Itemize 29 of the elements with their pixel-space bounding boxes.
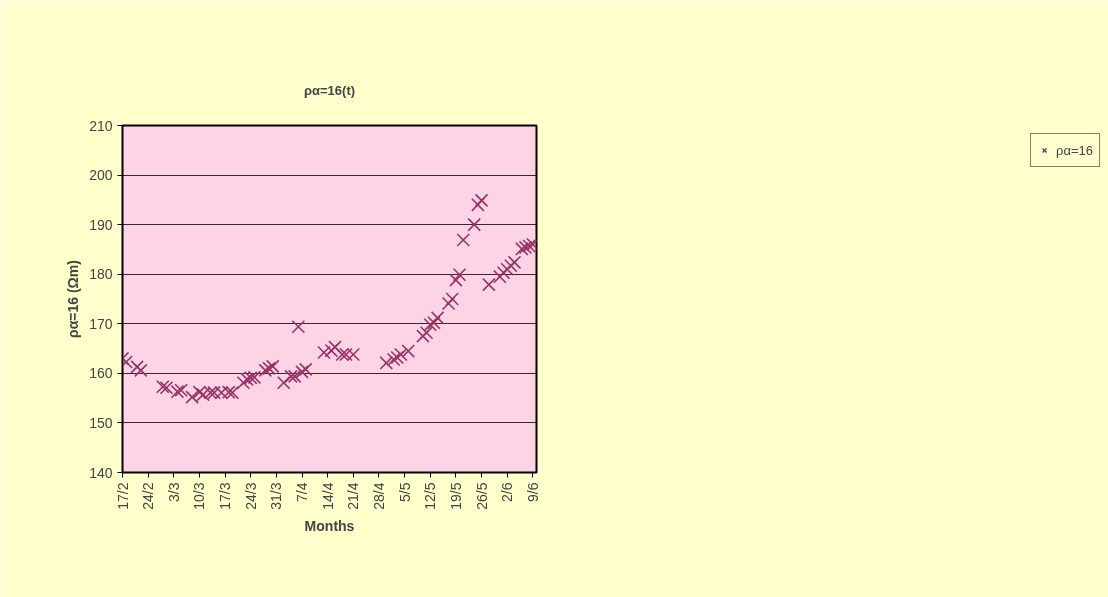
x-tick-label: 5/5 xyxy=(396,482,413,502)
x-tick-label: 24/3 xyxy=(242,482,259,510)
y-tick-label: 140 xyxy=(89,464,113,481)
y-tick-label: 190 xyxy=(89,216,113,233)
x-tick-label: 7/4 xyxy=(294,482,311,502)
x-tick-label: 26/5 xyxy=(473,482,490,510)
x-tick-label: 28/4 xyxy=(370,482,387,510)
y-tick-label: 200 xyxy=(89,167,113,184)
x-tick-label: 17/2 xyxy=(114,482,131,510)
x-tick-label: 14/4 xyxy=(319,482,336,510)
x-tick-label: 3/3 xyxy=(165,482,182,502)
chart-title: ρα=16(t) xyxy=(303,83,356,98)
x-tick-label: 31/3 xyxy=(268,482,285,510)
x-tick-label: 2/6 xyxy=(499,482,516,502)
x-tick-label: 10/3 xyxy=(191,482,208,510)
legend-label: ρα=16 xyxy=(1056,142,1093,158)
x-tick-label: 17/3 xyxy=(217,482,234,510)
y-tick-label: 180 xyxy=(89,266,113,283)
y-tick-label: 150 xyxy=(89,414,113,431)
y-tick-label: 210 xyxy=(89,117,113,134)
x-tick-label: 21/4 xyxy=(345,482,362,510)
y-axis-title: ρα=16 (Ωm) xyxy=(65,260,82,338)
y-tick-label: 170 xyxy=(89,315,113,332)
x-tick-label: 19/5 xyxy=(447,482,464,510)
y-tick-label: 160 xyxy=(89,365,113,382)
x-tick-label: 24/2 xyxy=(140,482,157,510)
x-axis-title: Months xyxy=(304,517,355,534)
x-tick-label: 9/6 xyxy=(524,482,541,502)
x-tick-label: 12/5 xyxy=(422,482,439,510)
